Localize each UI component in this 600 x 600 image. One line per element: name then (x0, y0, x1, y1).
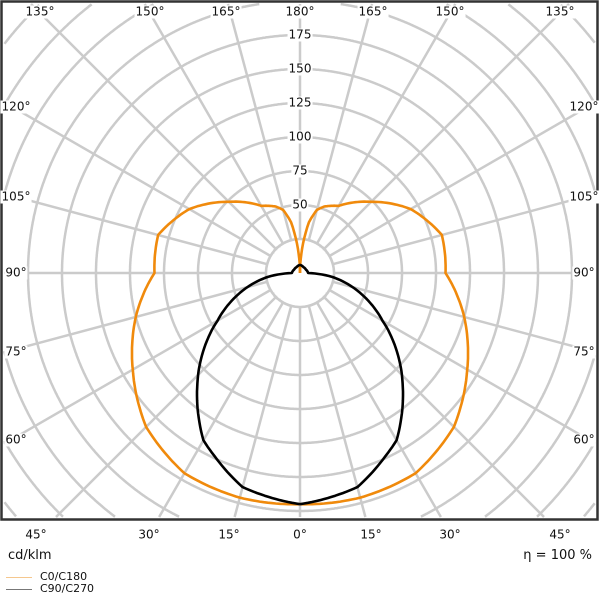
legend-item-c0-c180: C0/C180 (6, 571, 94, 583)
angle-label-bottom: 45° (24, 527, 48, 542)
grid-spoke (315, 301, 442, 518)
grid-spoke (332, 192, 596, 266)
grid-spoke (307, 3, 374, 241)
grid-ring (3, 3, 596, 518)
angle-label-bottom: 30° (137, 527, 161, 542)
angle-label-right: 75° (572, 344, 596, 359)
angle-label-left: 75° (4, 344, 28, 359)
grid-ring (26, 2, 574, 518)
grid-ring (2, 3, 596, 518)
angle-label-right: 120° (568, 99, 600, 114)
grid-spoke (323, 296, 545, 518)
angle-label-bottom: 15° (359, 527, 383, 542)
angle-label-top: 165° (357, 4, 389, 19)
angle-label-right: 90° (572, 265, 596, 280)
angle-label-bottom: 0° (292, 527, 308, 542)
series-curve-c0-c180-left (130, 200, 302, 506)
angle-label-bottom: 45° (548, 527, 572, 542)
radial-tick-label: 125 (287, 95, 313, 110)
radial-tick-label: 150 (287, 61, 313, 76)
angle-label-top: 150° (434, 4, 466, 19)
series-curve-c90-c270-right (298, 263, 405, 506)
series-curve-c90-c270-left (195, 263, 302, 506)
grid-spoke (30, 3, 277, 250)
series-curve-c0-c180-right (298, 200, 470, 506)
grid-spoke (328, 101, 596, 258)
grid-spoke (158, 301, 285, 518)
legend-item-c90-c270: C90/C270 (6, 583, 94, 595)
legend: C0/C180 C90/C270 (6, 571, 94, 595)
angle-label-left: 60° (4, 432, 28, 447)
angle-label-top: 180° (284, 4, 316, 19)
efficiency-label: η = 100 % (523, 548, 592, 563)
angle-label-top: 150° (134, 4, 166, 19)
grid-spoke (233, 305, 293, 518)
angle-label-bottom: 30° (438, 527, 462, 542)
grid-spoke (307, 305, 367, 518)
grid-spoke (3, 101, 272, 258)
angle-label-left: 105° (0, 189, 32, 204)
grid (2, 2, 596, 518)
grid-spoke (3, 192, 268, 266)
angle-label-bottom: 15° (217, 527, 241, 542)
curves (130, 200, 470, 506)
plot-frame (0, 0, 599, 521)
radial-tick-label: 75 (291, 163, 309, 178)
unit-label: cd/klm (8, 548, 52, 563)
legend-swatch (6, 576, 32, 578)
angle-label-top: 165° (210, 4, 242, 19)
radial-tick-label: 175 (287, 27, 313, 42)
polar-chart (0, 0, 599, 521)
angle-label-left: 90° (4, 265, 28, 280)
legend-label: C90/C270 (40, 582, 95, 595)
angle-label-right: 105° (568, 189, 600, 204)
legend-swatch (6, 588, 32, 590)
grid-spoke (3, 288, 272, 445)
grid-spoke (226, 3, 293, 241)
grid-spoke (143, 3, 285, 245)
grid-ring (3, 3, 596, 518)
angle-label-left: 120° (0, 99, 32, 114)
grid-spoke (323, 3, 570, 250)
angle-label-right: 60° (572, 432, 596, 447)
radial-tick-label: 100 (287, 129, 313, 144)
angle-label-top: 135° (544, 4, 576, 19)
legend-label: C0/C180 (40, 570, 88, 583)
radial-tick-label: 50 (291, 197, 309, 212)
angle-label-top: 135° (24, 4, 56, 19)
grid-spoke (55, 296, 277, 518)
grid-spoke (328, 288, 596, 445)
grid-spoke (315, 3, 457, 245)
